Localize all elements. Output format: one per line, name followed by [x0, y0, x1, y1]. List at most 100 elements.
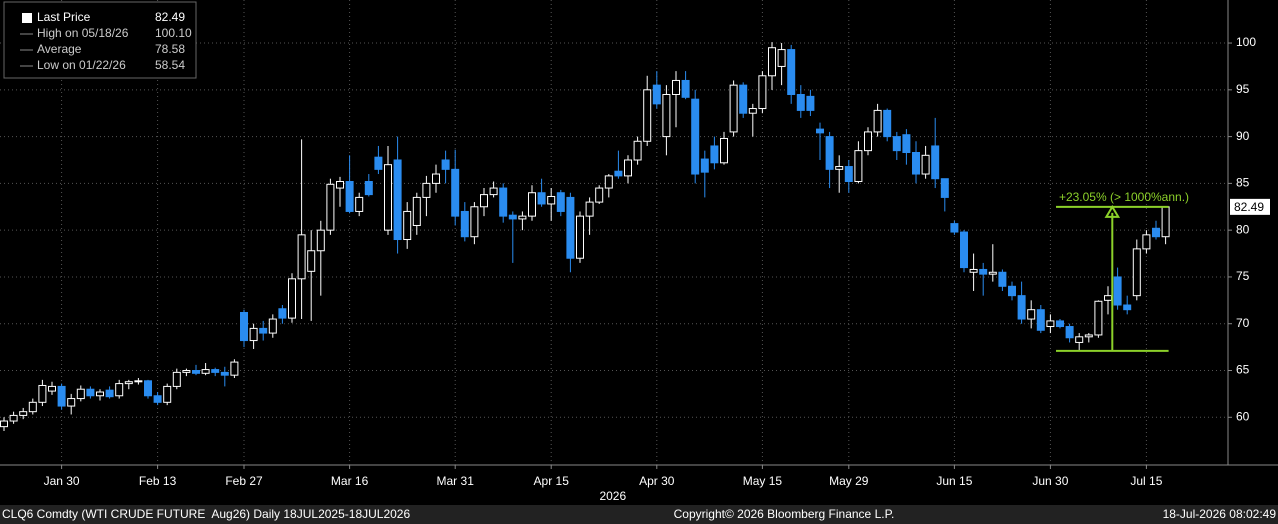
- candle-body: [556, 192, 565, 212]
- candle-body: [163, 385, 172, 403]
- x-tick-label: Jun 15: [936, 474, 972, 488]
- candle-body: [931, 145, 940, 180]
- x-tick-label: Mar 16: [331, 474, 369, 488]
- candle-body: [892, 136, 901, 152]
- candle-body: [537, 192, 546, 205]
- measure-label: +23.05% (> 1000%ann.): [1059, 190, 1189, 204]
- candle-body: [278, 308, 287, 319]
- x-tick-label: Mar 31: [437, 474, 475, 488]
- candle-body: [470, 206, 479, 238]
- candle-body: [0, 420, 8, 428]
- candle-body: [220, 371, 229, 376]
- candle-body: [249, 327, 258, 342]
- candle-body: [787, 49, 796, 95]
- legend-value: 100.10: [155, 26, 192, 40]
- candle-body: [268, 318, 277, 334]
- x-tick-label: Apr 30: [639, 474, 675, 488]
- candle-body: [691, 98, 700, 175]
- candle-body: [969, 268, 978, 273]
- candle-body: [748, 108, 757, 114]
- candle-body: [720, 137, 728, 164]
- candle-body: [614, 170, 623, 177]
- candle-body: [201, 369, 210, 374]
- candle-body: [355, 196, 364, 212]
- candle-body: [604, 175, 613, 189]
- candle-body: [259, 327, 268, 334]
- candle-body: [844, 166, 853, 183]
- footer-bar: [0, 505, 1278, 524]
- candle-body: [230, 361, 239, 376]
- candle-body: [998, 271, 1007, 287]
- y-tick-label: 70: [1236, 316, 1250, 330]
- candle-body: [1132, 248, 1141, 297]
- candle-body: [38, 384, 47, 403]
- measure-arrowhead: [1104, 204, 1121, 218]
- y-tick-label: 90: [1236, 129, 1250, 143]
- candle-body: [835, 166, 844, 170]
- candle-body: [1075, 336, 1084, 343]
- x-tick-label: May 29: [829, 474, 869, 488]
- candle-body: [1065, 326, 1074, 339]
- footer-left: CLQ6 Comdty (WTI CRUDE FUTURE Aug26) Dai…: [2, 507, 410, 521]
- candle-body: [576, 215, 584, 259]
- y-tick-label: 60: [1236, 409, 1250, 423]
- candle-body: [96, 391, 104, 397]
- candle-body: [1084, 334, 1093, 338]
- candle-body: [326, 183, 335, 231]
- candle-body: [182, 370, 191, 373]
- candle-body: [652, 84, 661, 105]
- x-tick-label: Feb 13: [139, 474, 177, 488]
- candle-body: [528, 192, 536, 217]
- candle-body: [1161, 206, 1170, 238]
- y-tick-label: 100: [1236, 35, 1256, 49]
- candle-body: [729, 84, 738, 133]
- candle-body: [211, 369, 220, 373]
- candle-body: [508, 214, 517, 220]
- candle-body: [710, 145, 719, 164]
- candle-body: [28, 401, 37, 413]
- candle-body: [768, 47, 776, 77]
- y-tick-label: 85: [1236, 176, 1250, 190]
- y-tick-label: 65: [1236, 363, 1250, 377]
- x-tick-label: Feb 27: [225, 474, 263, 488]
- candle-body: [1142, 234, 1151, 250]
- candle-body: [825, 136, 834, 170]
- candle-body: [393, 159, 402, 241]
- candle-body: [1036, 309, 1045, 331]
- candle-body: [816, 128, 824, 134]
- candle-body: [86, 388, 95, 397]
- candle-body: [364, 181, 373, 196]
- candle-body: [134, 380, 143, 383]
- candle-body: [796, 93, 805, 111]
- candle-body: [192, 370, 200, 374]
- last-price-tag: [1230, 198, 1270, 215]
- candle-body: [595, 187, 604, 203]
- candle-body: [115, 383, 124, 397]
- candle-body: [460, 210, 469, 238]
- x-tick-label: Jun 30: [1032, 474, 1068, 488]
- candle-body: [940, 178, 949, 198]
- candle-body: [336, 181, 344, 189]
- legend-label: Low on 01/22/26: [37, 58, 126, 72]
- candle-body: [960, 231, 968, 269]
- candle-body: [1017, 295, 1026, 320]
- candle-body: [854, 150, 863, 183]
- candle-body: [316, 229, 325, 252]
- legend-value: 82.49: [155, 10, 185, 24]
- candle-body: [124, 381, 133, 385]
- candle-body: [777, 49, 786, 67]
- x-tick-label: Jan 30: [44, 474, 80, 488]
- candle-body: [672, 79, 680, 95]
- candle-body: [240, 311, 248, 342]
- candle-body: [441, 159, 450, 170]
- candle-body: [307, 250, 316, 272]
- candle-body: [19, 411, 28, 416]
- candle-body: [172, 371, 181, 387]
- legend-label: Last Price: [37, 10, 91, 24]
- candle-body: [912, 152, 920, 175]
- candle-body: [374, 156, 383, 170]
- candle-body: [739, 84, 748, 114]
- candle-body: [76, 388, 85, 400]
